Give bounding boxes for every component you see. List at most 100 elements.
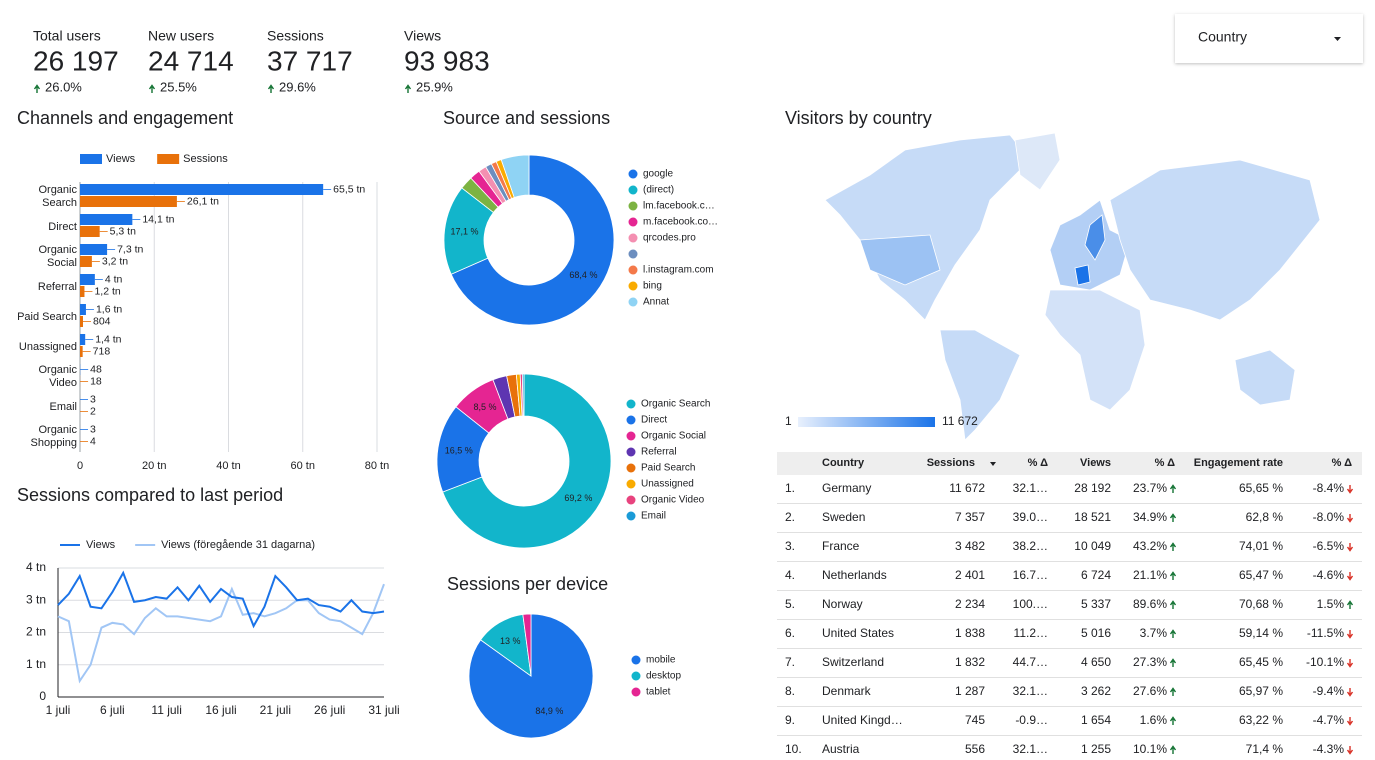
table-cell: 1 287 [955, 684, 985, 698]
table-cell: Sweden [822, 510, 865, 524]
table-cell: 745 [965, 713, 985, 727]
map-title: Visitors by country [785, 108, 932, 128]
table-cell: 32.1… [1013, 742, 1048, 756]
y-tick-label: Organic Video [38, 364, 77, 389]
filter-box[interactable] [1175, 14, 1363, 63]
pie-slice [450, 154, 615, 326]
table-header: % Δ [1332, 457, 1352, 469]
legend-label: Unassigned [641, 479, 694, 490]
filter-label[interactable]: Country [1198, 29, 1247, 45]
legend-marker [628, 185, 638, 195]
scorecard-value: 26 197 [33, 45, 119, 76]
x-tick-label: 40 tn [216, 460, 240, 472]
australia [1234, 349, 1296, 406]
trend-arrow [1346, 485, 1354, 494]
chart-title: Channels and engagement [17, 108, 233, 128]
table-cell: 65,45 % [1239, 655, 1283, 669]
dropdown-arrow[interactable] [1334, 37, 1341, 41]
trend-arrow [1346, 746, 1354, 755]
table-cell: 6. [785, 626, 795, 640]
table-header: Engagement rate [1194, 457, 1283, 469]
legend-marker [631, 687, 641, 697]
data-label: 3,2 tn [102, 255, 128, 267]
country-filter[interactable]: Country [1175, 14, 1363, 63]
legend-marker [628, 217, 638, 227]
bar [80, 316, 83, 327]
sweden [1084, 214, 1106, 261]
table-cell: 10. [785, 742, 802, 756]
table-cell: -8.0% [1313, 510, 1345, 524]
germany [1074, 264, 1091, 286]
y-tick-label: Paid Search [17, 310, 77, 323]
x-tick-label: 1 juli [46, 703, 71, 717]
table-cell: Austria [822, 742, 860, 756]
bar [80, 256, 92, 267]
data-label: 26,1 tn [187, 195, 219, 207]
legend-marker [631, 671, 641, 681]
table-cell: -4.6% [1313, 568, 1345, 582]
scorecard-change: 25.9% [416, 79, 453, 94]
chart-title: Source and sessions [443, 108, 610, 128]
legend-marker [628, 297, 638, 307]
legend-marker [626, 399, 636, 409]
legend-marker [626, 511, 636, 521]
table-cell: 65,65 % [1239, 481, 1283, 495]
table-cell: 63,22 % [1239, 713, 1283, 727]
data-label: 7,3 tn [117, 243, 143, 255]
legend-label: Sessions [183, 153, 228, 165]
table-cell: 3.7% [1140, 626, 1168, 640]
legend-label: m.facebook.co… [643, 217, 718, 228]
data-label: 3 [90, 423, 96, 435]
africa [1044, 289, 1146, 411]
data-label: 4 tn [105, 273, 123, 285]
data-label: 5,3 tn [110, 225, 136, 237]
north-america [824, 134, 1031, 321]
table-cell: 74,01 % [1239, 539, 1283, 553]
x-tick-label: 26 juli [314, 703, 345, 717]
table-cell: 2 401 [955, 568, 985, 582]
table-cell: 9. [785, 713, 795, 727]
table-cell: -6.5% [1313, 539, 1345, 553]
trend-arrow [148, 84, 156, 93]
table-cell: -9.4% [1313, 684, 1345, 698]
table-cell: 5. [785, 597, 795, 611]
y-tick-label: 4 tn [26, 560, 46, 574]
trend-arrow [1346, 688, 1354, 697]
scorecard-change: 26.0% [45, 79, 82, 94]
pie-slice [442, 373, 612, 549]
table-cell: 3 262 [1081, 684, 1111, 698]
legend-label: (direct) [643, 185, 674, 196]
trend-arrow [33, 84, 41, 93]
data-label: 48 [90, 363, 102, 375]
table-cell: 1 255 [1081, 742, 1111, 756]
table-cell: 65,97 % [1239, 684, 1283, 698]
data-label: 804 [93, 315, 111, 327]
scorecard-label: Total users [33, 28, 101, 44]
legend-marker [626, 479, 636, 489]
x-tick-label: 60 tn [291, 460, 315, 472]
table-cell: France [822, 539, 860, 553]
legend-marker [628, 265, 638, 275]
legend-marker [628, 169, 638, 179]
legend-label: Email [641, 511, 666, 522]
pie-slice [522, 613, 532, 677]
trend-arrow [1169, 745, 1177, 754]
legend-label: lm.facebook.c… [643, 201, 715, 212]
category-label-box: Organic Social [38, 244, 77, 269]
table-cell: -4.7% [1313, 713, 1345, 727]
table-cell: 44.7… [1013, 655, 1048, 669]
table-cell: 5 016 [1081, 626, 1111, 640]
scorecard-label: Views [404, 28, 441, 44]
legend-label: Direct [641, 415, 667, 426]
south-america [939, 329, 1021, 441]
table-cell: Netherlands [822, 568, 887, 582]
trend-arrow [1169, 513, 1177, 522]
bar [80, 334, 86, 345]
table-cell: 21.1% [1133, 568, 1167, 582]
y-tick-label: Unassigned [18, 340, 77, 353]
y-tick-label: 2 tn [26, 625, 46, 639]
legend-label: Views [106, 153, 136, 165]
legend-marker [631, 655, 641, 665]
table-header-bg [777, 452, 1362, 475]
y-tick-label: 0 [39, 689, 46, 703]
